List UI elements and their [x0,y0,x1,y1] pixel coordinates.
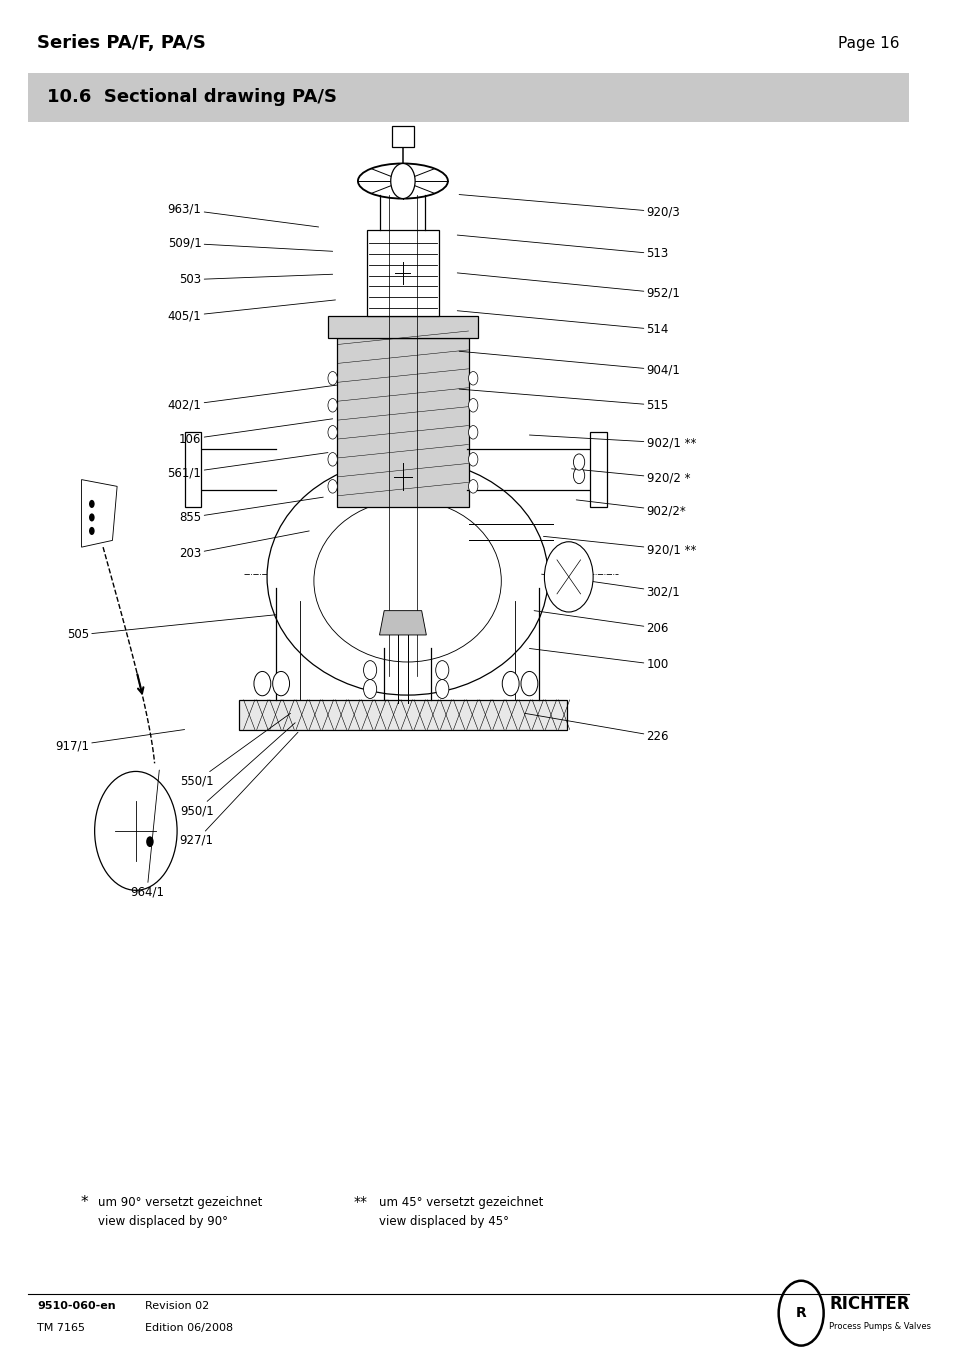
Circle shape [468,426,477,439]
Polygon shape [379,611,426,635]
Circle shape [501,671,518,696]
Circle shape [89,527,94,535]
Text: TM 7165: TM 7165 [37,1323,86,1332]
Text: 855: 855 [179,497,323,524]
Text: 206: 206 [534,611,668,635]
Bar [590,432,606,507]
Circle shape [328,453,337,466]
Text: 920/3: 920/3 [458,195,679,219]
Text: 920/1 **: 920/1 ** [543,536,695,557]
Circle shape [94,771,177,890]
Text: 509/1: 509/1 [168,236,333,251]
Text: um 90° versetzt gezeichnet: um 90° versetzt gezeichnet [98,1196,262,1209]
Text: 503: 503 [179,273,333,286]
Text: 964/1: 964/1 [130,770,164,898]
Text: 10.6  Sectional drawing PA/S: 10.6 Sectional drawing PA/S [47,88,336,107]
Circle shape [363,661,376,680]
Text: 203: 203 [179,531,309,561]
Circle shape [468,399,477,412]
Circle shape [544,542,593,612]
Circle shape [89,500,94,508]
Text: 902/1 **: 902/1 ** [529,435,695,450]
Text: 904/1: 904/1 [458,351,679,377]
Text: view displaced by 90°: view displaced by 90° [98,1215,228,1228]
Text: 226: 226 [524,713,668,743]
Text: um 45° versetzt gezeichnet: um 45° versetzt gezeichnet [379,1196,543,1209]
Text: **: ** [354,1196,367,1209]
Text: Series PA/F, PA/S: Series PA/F, PA/S [37,34,206,53]
Circle shape [520,671,537,696]
Text: 100: 100 [529,648,668,671]
Bar [392,126,414,147]
Ellipse shape [314,500,500,662]
Text: 561/1: 561/1 [168,453,328,480]
Text: 302/1: 302/1 [541,574,679,598]
Text: R: R [795,1306,805,1320]
Text: 902/2*: 902/2* [576,500,685,517]
Text: Revision 02: Revision 02 [145,1301,210,1310]
Bar [238,700,566,730]
Circle shape [468,480,477,493]
Text: 927/1: 927/1 [179,732,297,847]
Circle shape [328,372,337,385]
Circle shape [328,399,337,412]
Text: 405/1: 405/1 [168,300,335,323]
Text: 515: 515 [458,389,668,412]
Circle shape [146,836,153,847]
Circle shape [573,467,584,484]
Circle shape [573,454,584,470]
Circle shape [328,480,337,493]
Text: *: * [80,1194,88,1210]
Text: 9510-060-en: 9510-060-en [37,1301,116,1310]
Text: Process Pumps & Valves: Process Pumps & Valves [828,1323,930,1331]
Ellipse shape [267,459,548,696]
Polygon shape [81,480,117,547]
Bar [328,316,477,338]
Circle shape [363,680,376,698]
Circle shape [273,671,290,696]
Circle shape [468,453,477,466]
Circle shape [436,680,448,698]
Circle shape [391,163,415,199]
Text: 505: 505 [67,615,276,642]
Text: RICHTER: RICHTER [828,1294,909,1313]
Text: Page 16: Page 16 [837,35,899,51]
Text: 917/1: 917/1 [55,730,184,753]
Text: 950/1: 950/1 [180,723,294,817]
Text: 106: 106 [179,419,333,446]
Circle shape [253,671,271,696]
Text: 402/1: 402/1 [168,385,337,412]
Circle shape [468,372,477,385]
Text: 550/1: 550/1 [180,713,290,788]
Bar [367,230,438,316]
Text: 920/2 *: 920/2 * [571,469,689,485]
Circle shape [436,661,448,680]
Text: view displaced by 45°: view displaced by 45° [379,1215,509,1228]
Text: 514: 514 [456,311,668,336]
Text: 963/1: 963/1 [168,203,318,227]
Text: 513: 513 [456,235,668,261]
Text: Edition 06/2008: Edition 06/2008 [145,1323,233,1332]
Circle shape [328,426,337,439]
FancyBboxPatch shape [28,73,908,122]
Bar [184,432,201,507]
Circle shape [89,513,94,521]
Bar [337,338,468,507]
Text: 952/1: 952/1 [456,273,679,300]
